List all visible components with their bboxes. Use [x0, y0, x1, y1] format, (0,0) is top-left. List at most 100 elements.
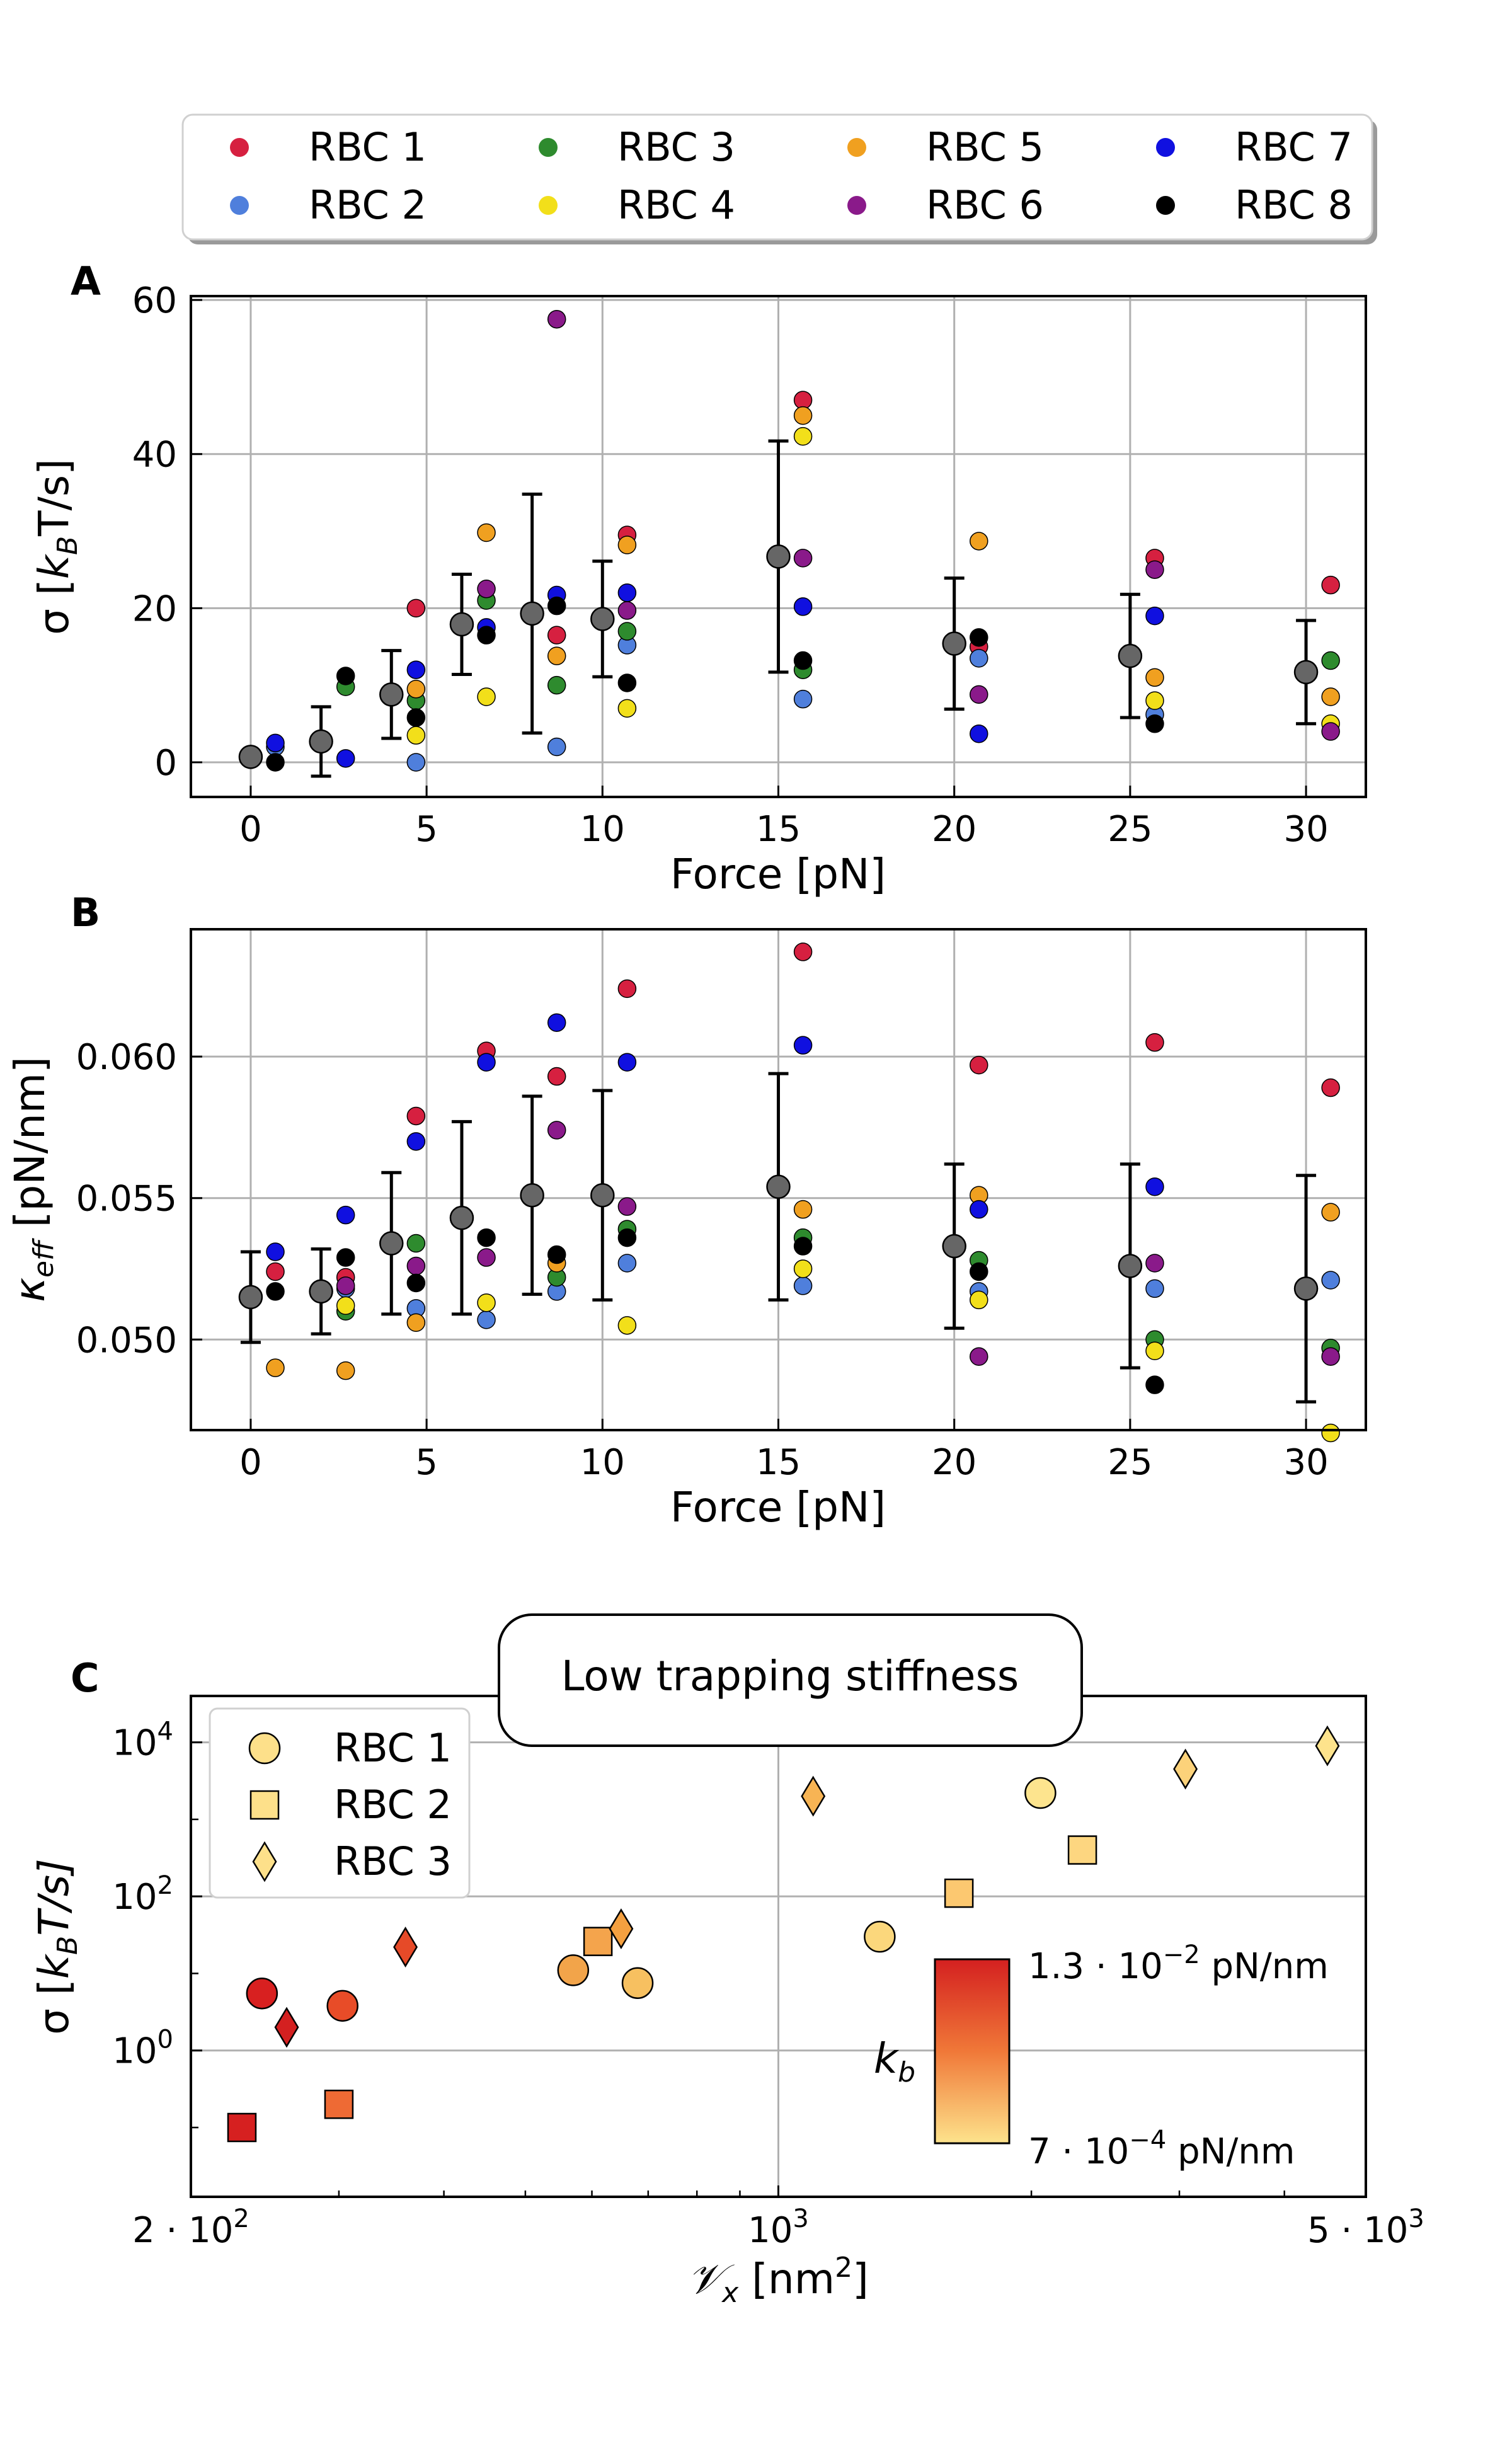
- mean-point: [942, 631, 966, 656]
- point-rbc-7: [1145, 1177, 1164, 1196]
- x-tick-label: 25: [1108, 809, 1152, 850]
- x-tick-label: 103: [748, 2204, 809, 2251]
- point-rbc-4: [406, 726, 426, 745]
- x-tick-label: 30: [1283, 809, 1328, 850]
- y-tick-label: 0.060: [76, 1037, 177, 1078]
- legend-marker-rbc-2: [230, 196, 249, 215]
- point-rbc-4: [970, 1290, 988, 1310]
- point-rbc-2: [406, 753, 426, 772]
- point-rbc-3: [609, 1908, 634, 1949]
- point-rbc-2: [227, 2112, 257, 2143]
- mean-point: [379, 1231, 404, 1256]
- point-rbc-1: [406, 598, 426, 618]
- point-rbc-7: [617, 1053, 637, 1072]
- panel-c: C 2 · 102 103 5 · 103 100 102 104 Low trappin…: [30, 1613, 1424, 2309]
- point-rbc-2: [944, 1878, 974, 1908]
- point-rbc-7: [406, 1132, 426, 1151]
- mean-point: [449, 1205, 474, 1230]
- point-rbc-2: [793, 1276, 813, 1295]
- legend-label-rbc-3: RBC 3: [617, 124, 735, 170]
- point-rbc-7: [266, 1242, 285, 1261]
- x-tick-label: 0: [239, 1442, 262, 1483]
- point-rbc-1: [621, 1967, 654, 1999]
- x-tick-label: 5 · 103: [1307, 2204, 1424, 2251]
- point-rbc-3: [547, 675, 566, 695]
- panel-a-marks: [238, 309, 1340, 778]
- point-rbc-7: [970, 724, 988, 743]
- point-rbc-1: [1321, 1078, 1340, 1097]
- point-rbc-8: [477, 626, 496, 644]
- point-rbc-6: [547, 309, 566, 329]
- point-rbc-7: [406, 660, 426, 679]
- x-tick-label: 30: [1283, 1442, 1328, 1483]
- y-tick-label: 104: [112, 1717, 173, 1764]
- point-rbc-4: [1145, 691, 1164, 710]
- mean-point: [766, 544, 791, 569]
- mean-point: [449, 612, 474, 637]
- panel-c-ticks: 2 · 102 103 5 · 103 100 102 104: [112, 1717, 1424, 2251]
- point-rbc-2: [477, 1310, 496, 1329]
- point-rbc-5: [1145, 668, 1164, 687]
- point-rbc-1: [617, 979, 637, 999]
- x-tick-label: 20: [932, 809, 976, 850]
- point-rbc-7: [477, 1053, 496, 1072]
- y-tick-label: 0.055: [76, 1179, 177, 1220]
- x-tick-label: 15: [756, 809, 801, 850]
- colorbar: [934, 1958, 1011, 2145]
- legend-label-rbc-8: RBC 8: [1235, 182, 1353, 228]
- x-tick-label: 25: [1108, 1442, 1152, 1483]
- mean-point: [309, 729, 333, 754]
- point-rbc-2: [617, 1254, 637, 1273]
- x-tick-label: 5: [415, 1442, 438, 1483]
- panel-a-xlabel: Force [pN]: [670, 850, 886, 898]
- legend-marker-rbc-1: [230, 138, 249, 157]
- mean-point: [238, 745, 263, 769]
- point-rbc-8: [547, 596, 566, 616]
- point-rbc-6: [547, 1121, 566, 1140]
- point-rbc-4: [617, 1316, 637, 1335]
- point-rbc-1: [1321, 575, 1340, 595]
- legend-label-rbc-3: RBC 3: [334, 1838, 452, 1884]
- point-rbc-5: [547, 646, 566, 665]
- x-tick-label: 10: [580, 809, 625, 850]
- point-rbc-1: [1024, 1777, 1057, 1809]
- legend-label-rbc-2: RBC 2: [309, 182, 427, 228]
- point-rbc-7: [336, 1205, 355, 1225]
- point-rbc-8: [617, 1228, 637, 1247]
- point-rbc-1: [864, 1920, 896, 1953]
- point-rbc-3: [1315, 1725, 1340, 1767]
- point-rbc-2: [324, 2089, 354, 2119]
- legend-marker-rbc-8: [1156, 196, 1175, 215]
- point-rbc-3: [1173, 1748, 1198, 1790]
- point-rbc-4: [1145, 1341, 1164, 1360]
- panel-a-ticks: 0 5 10 15 20 25 30 0 20 40 60: [132, 280, 1329, 850]
- point-rbc-7: [617, 583, 637, 602]
- x-tick-label: 10: [580, 1442, 625, 1483]
- point-rbc-6: [477, 1248, 496, 1267]
- legend-marker-rbc-4: [539, 196, 558, 215]
- panel-a-ylabel: σ [kBT/s]: [30, 459, 84, 635]
- mean-point: [309, 1279, 333, 1304]
- panel-c-title-box: [498, 1613, 1083, 1747]
- panel-b-ylabel: κeff [pN/nm]: [6, 1057, 60, 1302]
- panel-c-marks: [227, 1725, 1340, 2143]
- mean-point: [766, 1174, 791, 1199]
- point-rbc-8: [266, 1282, 285, 1301]
- point-rbc-2: [1067, 1835, 1097, 1865]
- point-rbc-6: [970, 685, 988, 704]
- point-rbc-3: [406, 1234, 426, 1253]
- x-tick-label: 15: [756, 1442, 801, 1483]
- point-rbc-8: [547, 1245, 566, 1264]
- colorbar-bottom-label: 7 · 10−4 pN/nm: [1028, 2126, 1295, 2172]
- mean-point: [590, 1183, 615, 1208]
- point-rbc-8: [793, 651, 813, 670]
- point-rbc-6: [1321, 722, 1340, 741]
- y-tick-label: 60: [132, 280, 177, 321]
- point-rbc-8: [336, 1248, 355, 1267]
- point-rbc-5: [266, 1358, 285, 1377]
- point-rbc-3: [801, 1775, 826, 1817]
- x-tick-label: 2 · 102: [132, 2204, 249, 2251]
- legend-marker-rbc-1: [248, 1732, 281, 1765]
- mean-point: [590, 607, 615, 631]
